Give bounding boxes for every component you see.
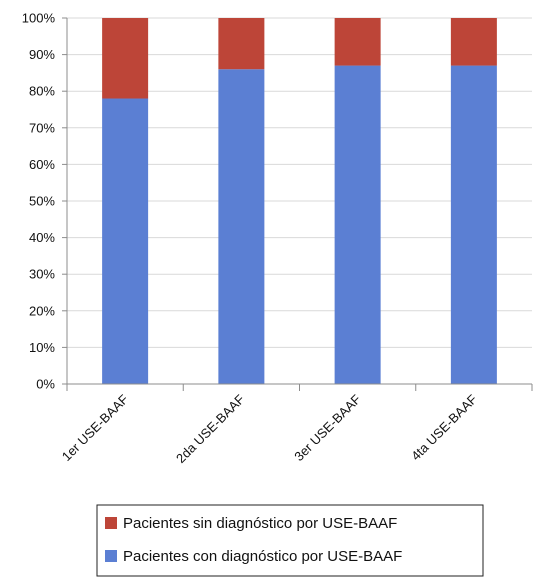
bar-segment-sin-diagnostico	[450, 18, 497, 66]
bar-segment-con-diagnostico	[450, 65, 497, 384]
y-tick-label: 10%	[29, 340, 55, 355]
legend-swatch	[105, 517, 117, 529]
x-tick-label: 1er USE-BAAF	[59, 391, 131, 463]
y-tick-label: 90%	[29, 47, 55, 62]
bar-segment-sin-diagnostico	[102, 18, 149, 99]
y-tick-label: 60%	[29, 157, 55, 172]
legend-box	[96, 504, 484, 577]
y-tick-label: 20%	[29, 303, 55, 318]
x-tick-label: 2da USE-BAAF	[173, 391, 248, 466]
y-tick-label: 100%	[22, 11, 56, 26]
y-tick-label: 80%	[29, 84, 55, 99]
y-tick-label: 50%	[29, 194, 55, 209]
y-tick-labels: 0% 10% 20% 30% 40% 50% 60% 70% 80% 90% 100%	[22, 11, 56, 392]
y-tick-label: 40%	[29, 230, 55, 245]
bar-segment-sin-diagnostico	[334, 18, 381, 66]
y-tick-label: 0%	[36, 377, 55, 392]
legend-label: Pacientes con diagnóstico por USE-BAAF	[123, 548, 402, 565]
bar-segment-sin-diagnostico	[218, 18, 265, 70]
x-tick-label: 3er USE-BAAF	[291, 391, 363, 463]
legend: Pacientes sin diagnóstico por USE-BAAF Pa…	[96, 504, 484, 577]
bar-segment-con-diagnostico	[102, 98, 149, 385]
x-tick-labels: 1er USE-BAAF 2da USE-BAAF 3er USE-BAAF 4ta …	[59, 391, 480, 466]
bar-segment-con-diagnostico	[334, 65, 381, 384]
y-tick-label: 30%	[29, 267, 55, 282]
legend-swatch	[105, 550, 117, 562]
x-tick-label: 4ta USE-BAAF	[408, 391, 480, 463]
legend-label: Pacientes sin diagnóstico por USE-BAAF	[123, 515, 397, 532]
bars	[102, 18, 497, 385]
bar-segment-con-diagnostico	[218, 69, 265, 385]
y-tick-label: 70%	[29, 120, 55, 135]
axes	[62, 17, 533, 391]
